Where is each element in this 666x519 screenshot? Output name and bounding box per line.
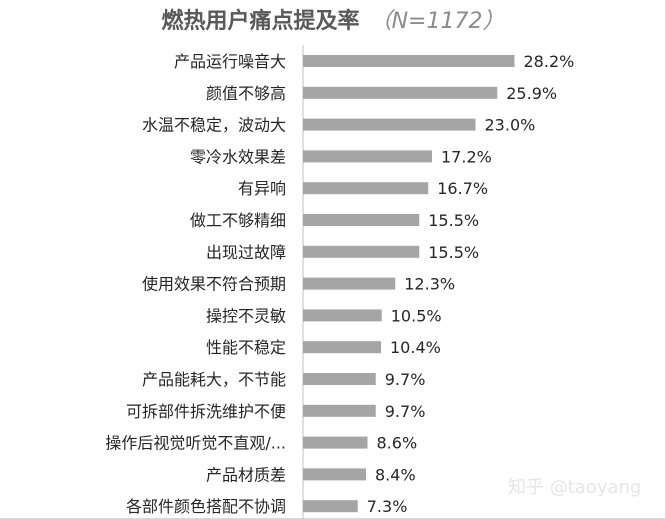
bars-layer: 产品运行噪音大 28.2% 颜值不够高 25.9% 水温不稳定，波动大 23.0% 零冷水效… bbox=[105, 52, 574, 516]
category-label: 有异响 bbox=[238, 179, 286, 198]
value-label: 28.2% bbox=[524, 52, 575, 71]
bar bbox=[303, 404, 376, 417]
bar bbox=[303, 468, 366, 481]
bar bbox=[303, 436, 368, 449]
category-label: 性能不稳定 bbox=[206, 338, 286, 357]
bar bbox=[303, 150, 432, 163]
value-label: 9.7% bbox=[385, 370, 426, 389]
bar bbox=[303, 214, 420, 226]
value-label: 23.0% bbox=[485, 116, 536, 135]
value-label: 10.5% bbox=[391, 306, 442, 325]
category-label: 做工不够精细 bbox=[190, 211, 286, 230]
watermark: 知乎 @taoyang bbox=[508, 477, 642, 498]
category-label: 各部件颜色搭配不协调 bbox=[126, 497, 286, 516]
value-label: 25.9% bbox=[506, 84, 557, 103]
value-label: 9.7% bbox=[385, 402, 426, 421]
category-label: 使用效果不符合预期 bbox=[142, 275, 286, 294]
category-label: 操作后视觉听觉不直观/... bbox=[105, 434, 286, 453]
bar bbox=[303, 500, 358, 513]
bar bbox=[303, 118, 476, 131]
value-label: 15.5% bbox=[428, 211, 479, 230]
category-label: 水温不稳定，波动大 bbox=[142, 116, 286, 135]
value-label: 7.3% bbox=[367, 497, 408, 516]
category-label: 可拆部件拆洗维护不便 bbox=[126, 402, 286, 421]
bar bbox=[303, 277, 396, 290]
value-label: 16.7% bbox=[437, 179, 488, 198]
category-label: 颜值不够高 bbox=[206, 84, 286, 103]
bar bbox=[303, 341, 381, 354]
bar bbox=[303, 245, 420, 258]
chart-title: 燃热用户痛点提及率 （N=1172） bbox=[0, 3, 666, 35]
value-label: 12.3% bbox=[404, 275, 455, 294]
bar bbox=[303, 373, 376, 385]
category-label: 产品运行噪音大 bbox=[174, 52, 286, 71]
chart-title-text: 燃热用户痛点提及率 bbox=[161, 9, 360, 34]
category-label: 产品能耗大，不节能 bbox=[142, 370, 286, 389]
value-label: 8.6% bbox=[377, 434, 418, 453]
category-label: 零冷水效果差 bbox=[190, 147, 286, 166]
chart-subtitle: （N=1172） bbox=[369, 9, 505, 34]
category-label: 操控不灵敏 bbox=[206, 306, 286, 325]
bar bbox=[303, 309, 382, 322]
bar bbox=[303, 86, 498, 99]
value-label: 15.5% bbox=[428, 243, 479, 262]
value-label: 17.2% bbox=[441, 147, 492, 166]
value-label: 8.4% bbox=[375, 465, 416, 484]
bar bbox=[303, 182, 429, 195]
value-label: 10.4% bbox=[390, 338, 441, 357]
category-label: 产品材质差 bbox=[206, 465, 286, 484]
category-label: 出现过故障 bbox=[206, 243, 286, 262]
bar bbox=[303, 55, 515, 67]
